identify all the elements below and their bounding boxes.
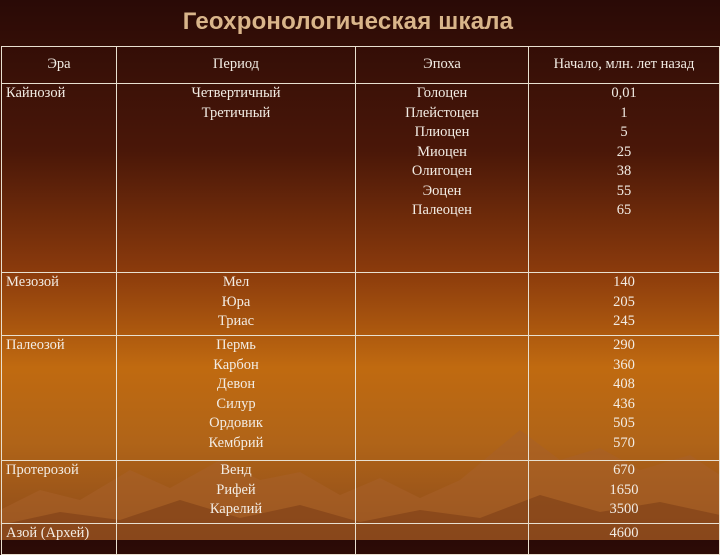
- geochronology-table: Эра Период Эпоха Начало, млн. лет назад …: [1, 46, 720, 555]
- header-epoch: Эпоха: [355, 46, 529, 84]
- table-row: Палеозой Пермь Карбон Девон Силур Ордови…: [1, 335, 720, 461]
- header-period: Период: [116, 46, 356, 84]
- start-cell: 140 205 245: [528, 272, 720, 336]
- table-row: Азой (Архей) 4600: [1, 523, 720, 555]
- page-title: Геохронологическая шкала: [182, 8, 514, 35]
- period-cell: Венд Рифей Карелий: [116, 460, 356, 524]
- table-row: Мезозой Мел Юра Триас 140 205 245: [1, 272, 720, 336]
- epoch-cell: [355, 460, 529, 524]
- era-cell: Протерозой: [1, 460, 117, 524]
- period-cell: Мел Юра Триас: [116, 272, 356, 336]
- header-era: Эра: [1, 46, 117, 84]
- table-row: Протерозой Венд Рифей Карелий 670 1650 3…: [1, 460, 720, 524]
- period-cell: [116, 523, 356, 555]
- start-cell: 0,01 1 5 25 38 55 65: [528, 83, 720, 273]
- epoch-cell: Голоцен Плейстоцен Плиоцен Миоцен Олигоц…: [355, 83, 529, 273]
- table-row: Кайнозой Четвертичный Третичный Голоцен …: [1, 83, 720, 273]
- epoch-cell: [355, 335, 529, 461]
- table-header-row: Эра Период Эпоха Начало, млн. лет назад: [1, 46, 720, 84]
- period-cell: Пермь Карбон Девон Силур Ордовик Кембрий: [116, 335, 356, 461]
- era-cell: Мезозой: [1, 272, 117, 336]
- epoch-cell: [355, 272, 529, 336]
- start-cell: 670 1650 3500: [528, 460, 720, 524]
- era-cell: Азой (Архей): [1, 523, 117, 555]
- epoch-cell: [355, 523, 529, 555]
- period-cell: Четвертичный Третичный: [116, 83, 356, 273]
- header-start: Начало, млн. лет назад: [528, 46, 720, 84]
- start-cell: 4600: [528, 523, 720, 555]
- start-cell: 290 360 408 436 505 570: [528, 335, 720, 461]
- era-cell: Кайнозой: [1, 83, 117, 273]
- era-cell: Палеозой: [1, 335, 117, 461]
